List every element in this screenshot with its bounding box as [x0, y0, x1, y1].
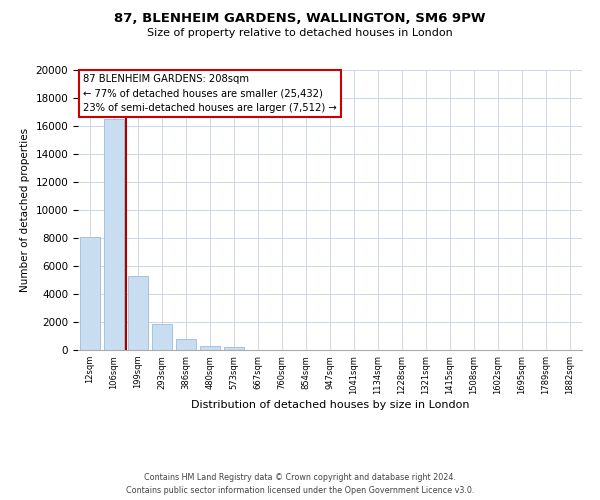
Bar: [224, 347, 244, 350]
Bar: [176, 339, 196, 350]
Text: 87, BLENHEIM GARDENS, WALLINGTON, SM6 9PW: 87, BLENHEIM GARDENS, WALLINGTON, SM6 9P…: [114, 12, 486, 26]
Bar: [104, 119, 124, 350]
Y-axis label: Number of detached properties: Number of detached properties: [20, 128, 30, 292]
Text: Size of property relative to detached houses in London: Size of property relative to detached ho…: [147, 28, 453, 38]
Bar: [128, 276, 148, 350]
X-axis label: Distribution of detached houses by size in London: Distribution of detached houses by size …: [191, 400, 469, 409]
Bar: [200, 346, 220, 350]
Bar: [80, 236, 100, 350]
Bar: [152, 324, 172, 350]
Text: Contains HM Land Registry data © Crown copyright and database right 2024.
Contai: Contains HM Land Registry data © Crown c…: [126, 474, 474, 495]
Text: 87 BLENHEIM GARDENS: 208sqm
← 77% of detached houses are smaller (25,432)
23% of: 87 BLENHEIM GARDENS: 208sqm ← 77% of det…: [83, 74, 337, 113]
